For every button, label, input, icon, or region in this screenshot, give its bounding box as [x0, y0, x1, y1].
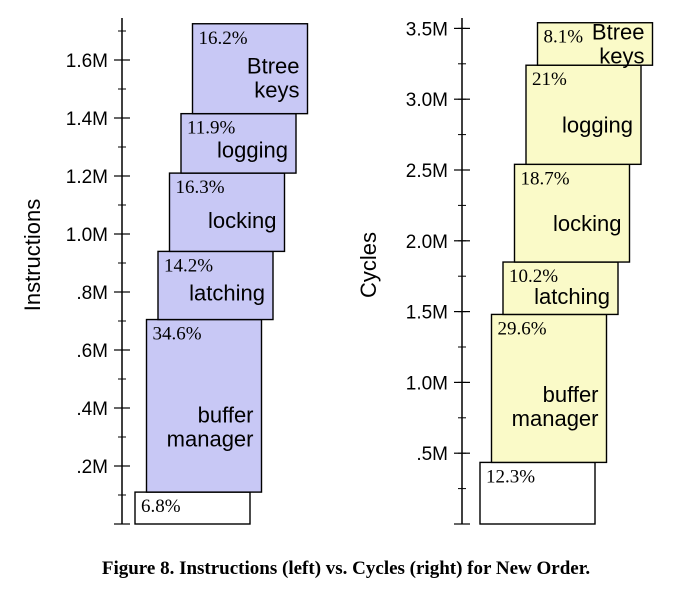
- instructions-percent-label: 16.3%: [176, 177, 225, 198]
- instructions-component-label: manager: [167, 427, 254, 452]
- figure-caption: Figure 8. Instructions (left) vs. Cycles…: [101, 558, 591, 579]
- cycles-percent-label: 10.2%: [509, 266, 558, 287]
- instructions-segment: [145, 318, 263, 493]
- instructions-component-label: logging: [217, 137, 288, 162]
- instructions-tick-label: 1.4M: [66, 109, 108, 130]
- instructions-segment: [157, 250, 274, 321]
- cycles-percent-label: 8.1%: [544, 27, 584, 48]
- cycles-component-label: keys: [599, 44, 644, 69]
- cycles-component-label: Btree: [592, 20, 645, 45]
- cycles-component-label: latching: [534, 284, 610, 309]
- cycles-tick-label: .5M: [416, 444, 448, 465]
- cycles-tick-label: 3.0M: [406, 90, 448, 111]
- instructions-segment: [180, 112, 297, 174]
- instructions-tick-label: 1.6M: [66, 51, 108, 72]
- cycles-segment: [479, 461, 596, 525]
- cycles-tick-label: 3.5M: [406, 19, 448, 40]
- instructions-component-label: keys: [254, 78, 299, 103]
- cycles-segment: [502, 261, 619, 316]
- instructions-component-label: Btree: [247, 54, 300, 79]
- cycles-tick-label: 1.0M: [406, 373, 448, 394]
- instructions-tick-label: .6M: [76, 341, 108, 362]
- instructions-percent-label: 14.2%: [164, 255, 213, 276]
- cycles-tick-label: 1.5M: [406, 303, 448, 324]
- cycles-component-label: manager: [512, 406, 599, 431]
- instructions-percent-label: 11.9%: [187, 118, 236, 139]
- instructions-segment: [191, 23, 309, 115]
- cycles-component-label: locking: [553, 211, 621, 236]
- instructions-segment: [168, 172, 286, 253]
- cycles-percent-label: 29.6%: [498, 318, 547, 339]
- cycles-segment: [513, 163, 631, 263]
- cycles-component-label: buffer: [543, 382, 599, 407]
- instructions-tick-label: 1.0M: [66, 225, 108, 246]
- cycles-percent-label: 18.7%: [521, 168, 570, 189]
- cycles-segment: [536, 22, 654, 66]
- cycles-percent-label: 12.3%: [486, 466, 535, 487]
- instructions-component-label: locking: [208, 208, 276, 233]
- cycles-chart: .5M 1.0M 1.5M 2.0M 2.5M 3.0M 3.5M Cycles 12.3% 29…: [356, 18, 654, 525]
- cycles-segment: [490, 313, 608, 464]
- instructions-component-label: buffer: [198, 403, 254, 428]
- cycles-percent-label: 21%: [532, 69, 567, 90]
- instructions-segment: [134, 491, 251, 525]
- instructions-percent-label: 6.8%: [141, 496, 181, 517]
- instructions-percent-label: 34.6%: [153, 324, 202, 345]
- cycles-tick-label: 2.0M: [406, 232, 448, 253]
- instructions-tick-label: .4M: [76, 399, 108, 420]
- cycles-axis-title: Cycles: [356, 232, 381, 298]
- instructions-axis-title: Instructions: [20, 199, 45, 312]
- instructions-tick-label: 1.2M: [66, 167, 108, 188]
- instructions-tick-label: .8M: [76, 283, 108, 304]
- instructions-percent-label: 16.2%: [199, 28, 248, 49]
- cycles-segment: [525, 64, 642, 166]
- instructions-tick-label: .2M: [76, 457, 108, 478]
- cycles-component-label: logging: [562, 113, 633, 138]
- instructions-chart: .2M .4M .6M .8M 1.0M 1.2M 1.4M 1.6M Instructions…: [20, 18, 309, 525]
- instructions-component-label: latching: [189, 280, 265, 305]
- cycles-tick-label: 2.5M: [406, 161, 448, 182]
